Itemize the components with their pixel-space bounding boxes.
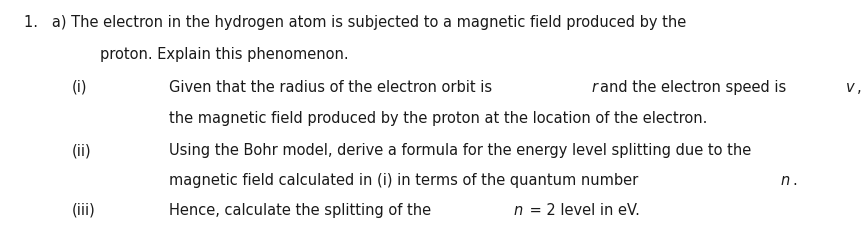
Text: 1.   a) The electron in the hydrogen atom is subjected to a magnetic field produ: 1. a) The electron in the hydrogen atom …: [24, 15, 687, 30]
Text: (iii): (iii): [72, 202, 95, 217]
Text: Given that the radius of the electron orbit is: Given that the radius of the electron or…: [169, 80, 496, 95]
Text: (ii): (ii): [72, 143, 92, 158]
Text: magnetic field calculated in (i) in terms of the quantum number: magnetic field calculated in (i) in term…: [169, 173, 643, 188]
Text: = 2 level in eV.: = 2 level in eV.: [525, 202, 640, 217]
Text: (i): (i): [72, 80, 87, 95]
Text: .: .: [792, 173, 797, 188]
Text: proton. Explain this phenomenon.: proton. Explain this phenomenon.: [100, 47, 348, 62]
Text: n: n: [780, 173, 790, 188]
Text: r: r: [591, 80, 598, 95]
Text: , calculate: , calculate: [857, 80, 866, 95]
Text: Hence, calculate the splitting of the: Hence, calculate the splitting of the: [169, 202, 436, 217]
Text: and the electron speed is: and the electron speed is: [599, 80, 791, 95]
Text: the magnetic field produced by the proton at the location of the electron.: the magnetic field produced by the proto…: [169, 111, 708, 126]
Text: v: v: [846, 80, 855, 95]
Text: n: n: [513, 202, 522, 217]
Text: Using the Bohr model, derive a formula for the energy level splitting due to the: Using the Bohr model, derive a formula f…: [169, 143, 751, 158]
